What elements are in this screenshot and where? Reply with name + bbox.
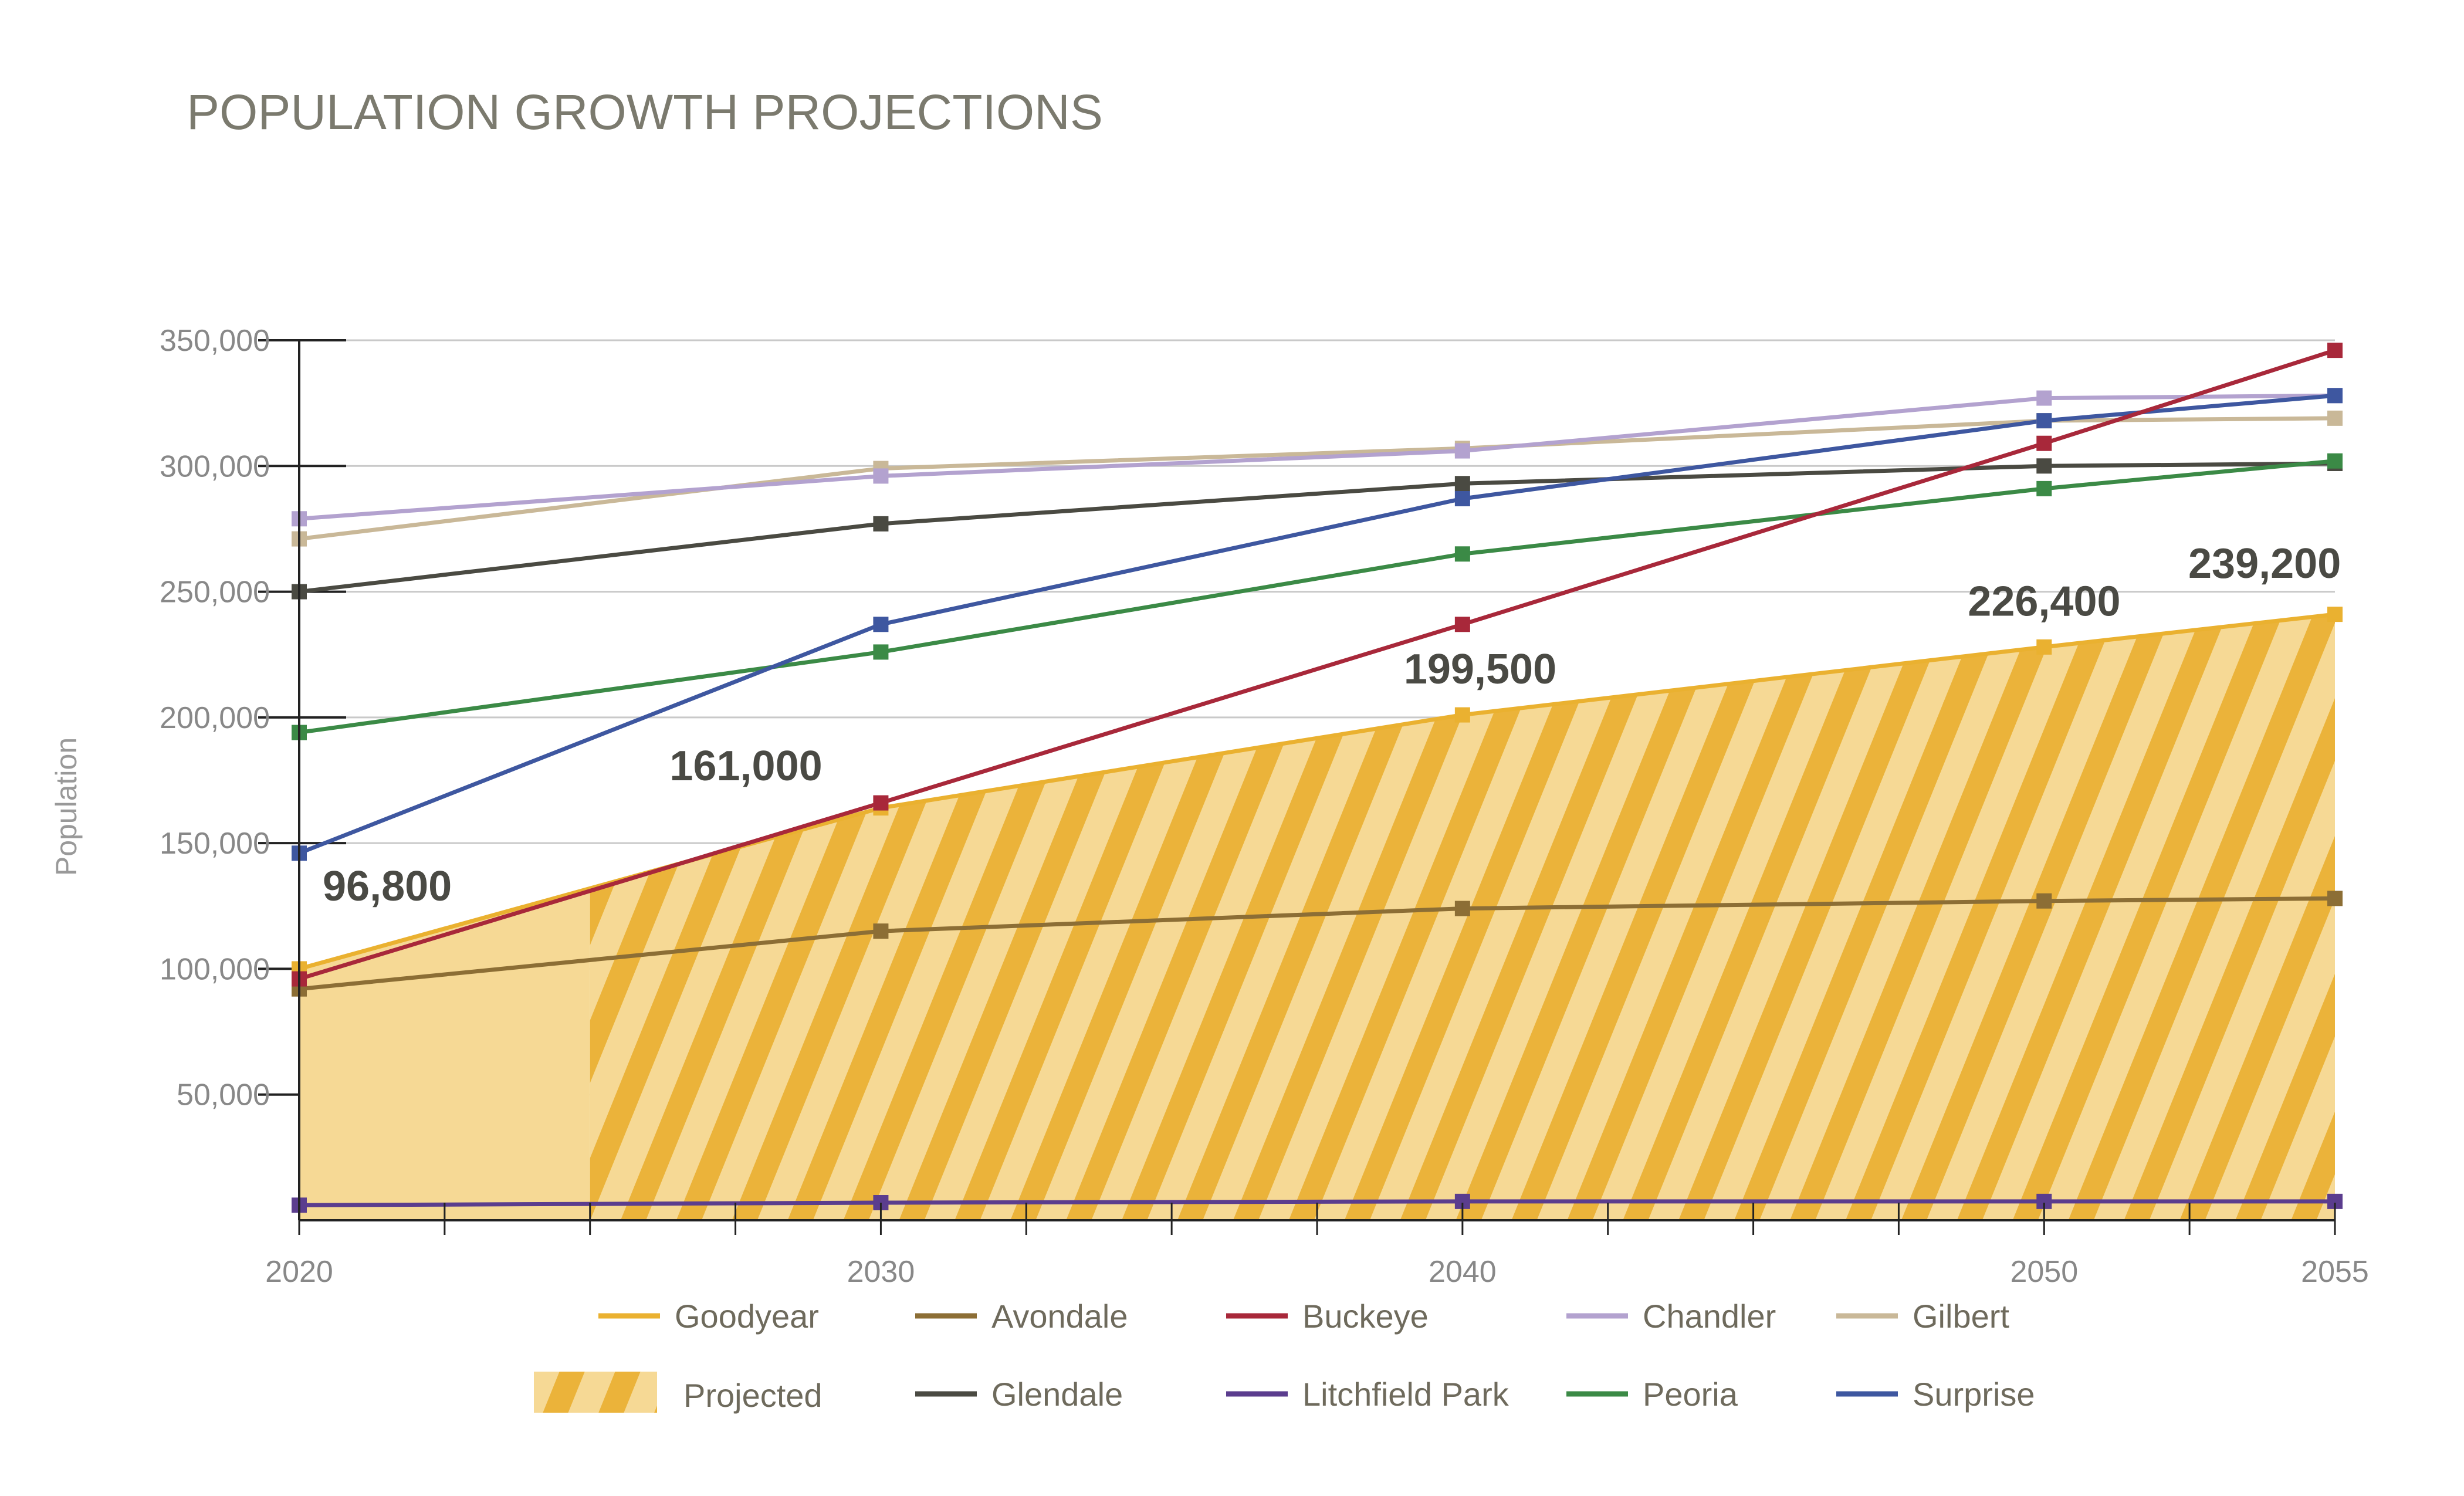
legend-item-chandler: Chandler — [1566, 1298, 1776, 1335]
point-surprise-2030 — [873, 617, 889, 632]
point-glendale-2030 — [873, 516, 889, 532]
point-peoria-2050 — [2036, 480, 2052, 496]
point-avondale-2055 — [2327, 891, 2343, 906]
legend-item-peoria: Peoria — [1566, 1376, 1738, 1413]
data-labels: 96,800 161,000 199,500 226,400 239,200 — [323, 540, 2341, 910]
x-tick-label: 2055 — [2301, 1255, 2369, 1289]
y-tick-label: 350,000 — [160, 324, 270, 358]
x-tick-label: 2040 — [1429, 1255, 1497, 1289]
legend-label-goodyear: Goodyear — [675, 1298, 819, 1335]
point-glendale-2040 — [1454, 476, 1470, 492]
point-surprise-2040 — [1454, 491, 1470, 506]
point-goodyear-2055 — [2327, 607, 2343, 622]
point-goodyear-2040 — [1454, 707, 1470, 723]
chart-title: POPULATION GROWTH PROJECTIONS — [187, 84, 1103, 140]
y-axis-label: Population — [50, 737, 83, 876]
y-tick-label: 50,000 — [177, 1078, 270, 1112]
series-line-glendale — [299, 461, 2336, 594]
point-surprise-2055 — [2327, 388, 2343, 404]
legend-item-buckeye: Buckeye — [1226, 1298, 1429, 1335]
data-label-2040: 199,500 — [1404, 646, 1556, 693]
point-buckeye-2050 — [2036, 435, 2052, 451]
point-peoria-2055 — [2327, 453, 2343, 469]
data-label-2030: 161,000 — [669, 743, 822, 790]
legend-label-gilbert: Gilbert — [1913, 1298, 2009, 1335]
point-peoria-2040 — [1454, 546, 1470, 562]
y-tick-label: 100,000 — [160, 952, 270, 986]
point-buckeye-2040 — [1454, 617, 1470, 632]
legend-label-chandler: Chandler — [1643, 1298, 1776, 1335]
legend-item-gilbert: Gilbert — [1836, 1298, 2009, 1335]
legend-item-glendale: Glendale — [915, 1376, 1123, 1413]
legend-label-surprise: Surprise — [1913, 1376, 2035, 1413]
legend-label-projected: Projected — [683, 1377, 823, 1414]
y-tick-label: 300,000 — [160, 449, 270, 483]
point-chandler-2050 — [2036, 390, 2052, 406]
point-peoria-2030 — [873, 644, 889, 660]
point-gilbert-2055 — [2327, 410, 2343, 426]
legend-label-peoria: Peoria — [1643, 1376, 1738, 1413]
legend-label-avondale: Avondale — [991, 1298, 1128, 1335]
axes: 2020 2030 2040 2050 2055 — [265, 340, 2369, 1289]
x-tick-label: 2030 — [847, 1255, 915, 1289]
y-tick-label: 250,000 — [160, 576, 270, 610]
legend-label-glendale: Glendale — [991, 1376, 1123, 1413]
legend-item-litchfield-park: Litchfield Park — [1226, 1376, 1509, 1413]
y-tick-label: 200,000 — [160, 701, 270, 735]
x-tick-label: 2050 — [2010, 1255, 2078, 1289]
point-chandler-2030 — [873, 468, 889, 484]
legend-item-projected: Projected — [534, 1372, 823, 1414]
point-avondale-2030 — [873, 923, 889, 939]
point-chandler-2040 — [1454, 443, 1470, 459]
y-tick-label: 150,000 — [160, 827, 270, 861]
legend-item-avondale: Avondale — [915, 1298, 1128, 1335]
legend-item-surprise: Surprise — [1836, 1376, 2035, 1413]
point-buckeye-2055 — [2327, 343, 2343, 358]
legend-label-buckeye: Buckeye — [1302, 1298, 1429, 1335]
point-avondale-2040 — [1454, 901, 1470, 916]
point-buckeye-2030 — [873, 795, 889, 811]
data-label-2020: 96,800 — [323, 863, 452, 910]
point-surprise-2050 — [2036, 413, 2052, 429]
legend-label-litchfield-park: Litchfield Park — [1302, 1376, 1509, 1413]
legend: Goodyear Avondale Buckeye Chandler Gilbert Pr… — [534, 1298, 2035, 1414]
data-label-2050: 226,400 — [1968, 578, 2120, 625]
projected-area — [299, 614, 2335, 1220]
legend-item-goodyear: Goodyear — [598, 1298, 819, 1335]
point-avondale-2050 — [2036, 893, 2052, 909]
series-line-gilbert — [299, 416, 2336, 541]
point-goodyear-2050 — [2036, 639, 2052, 655]
x-tick-label: 2020 — [265, 1255, 333, 1289]
data-label-2055: 239,200 — [2188, 540, 2341, 587]
historical-area — [299, 614, 590, 1220]
point-glendale-2050 — [2036, 458, 2052, 474]
legend-swatch-projected — [534, 1372, 657, 1413]
